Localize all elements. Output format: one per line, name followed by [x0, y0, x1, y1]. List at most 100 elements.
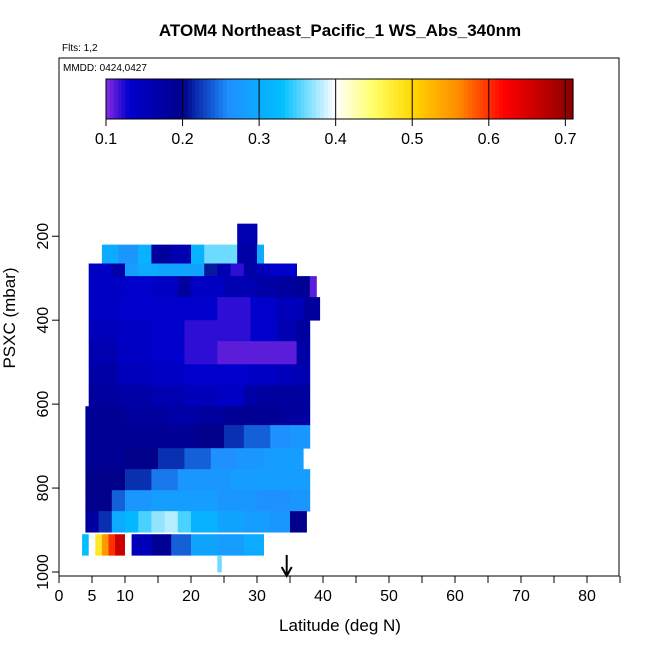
colorbar-segment	[113, 79, 119, 119]
colorbar-segment	[323, 79, 329, 119]
heatmap-cell	[250, 320, 278, 342]
colorbar-segment	[425, 79, 430, 119]
colorbar-segment	[335, 79, 341, 119]
colorbar-segment	[483, 79, 488, 119]
heatmap-cell	[243, 385, 258, 407]
colorbar-segment	[362, 79, 368, 119]
heatmap-cell	[151, 341, 185, 365]
colorbar-segment	[421, 79, 426, 119]
chart-title: ATOM4 Northeast_Pacific_1 WS_Abs_340nm	[159, 21, 521, 40]
colorbar-segment	[343, 79, 348, 119]
colorbar-segment	[514, 79, 520, 119]
heatmap-cell	[125, 425, 165, 449]
heatmap-cell	[118, 364, 152, 386]
colorbar-segment	[397, 79, 403, 119]
colorbar-segment	[366, 79, 372, 119]
y-tick-label: 200	[35, 223, 52, 250]
heatmap-cell	[276, 297, 304, 321]
colorbar-segment	[467, 79, 473, 119]
colorbar-segment	[506, 79, 512, 119]
heatmap-cell	[237, 448, 264, 470]
colorbar-segment	[351, 79, 356, 119]
heatmap-cell	[115, 534, 126, 556]
axes: 0 5 10 20 30 40 50 60 70 80 200 400 600 800 1000	[35, 223, 621, 605]
colorbar-segment	[541, 79, 547, 119]
heatmap-cell	[257, 263, 271, 277]
heatmap-cell	[184, 320, 218, 342]
heatmap-cell	[138, 263, 159, 277]
colorbar-segment	[203, 79, 208, 119]
colorbar-segment	[471, 79, 477, 119]
heatmap-cell	[217, 385, 245, 407]
heatmap-cells	[82, 223, 321, 573]
heatmap-cell	[230, 469, 258, 491]
heatmap-cell	[290, 511, 307, 533]
heatmap-cell	[237, 223, 258, 246]
latitude-arrow	[280, 555, 293, 579]
heatmap-cell	[125, 490, 152, 512]
x-tick-label: 10	[116, 588, 134, 605]
heatmap-cell	[290, 425, 311, 449]
heatmap-cell	[309, 276, 317, 298]
y-tick-label: 800	[35, 475, 52, 502]
colorbar-segment	[393, 79, 399, 119]
heatmap-cell	[125, 448, 159, 470]
colorbar-segment	[460, 79, 465, 119]
colorbar-segment	[273, 79, 278, 119]
heatmap-cell	[296, 320, 311, 342]
heatmap-cell	[125, 276, 152, 298]
colorbar-segment	[137, 79, 142, 119]
colorbar-segment	[432, 79, 438, 119]
colorbar-segment	[545, 79, 551, 119]
heatmap-cell	[131, 534, 152, 556]
colorbar-tick-label: 0.6	[478, 131, 500, 148]
colorbar-segment	[417, 79, 422, 119]
colorbar-segment	[214, 79, 220, 119]
heatmap-cell	[151, 244, 172, 264]
heatmap-cell	[88, 297, 119, 321]
heatmap-cell	[177, 469, 205, 491]
heatmap-cell	[88, 534, 96, 556]
heatmap-cell	[184, 364, 218, 386]
heatmap-cell	[204, 469, 231, 491]
colorbar-segment	[176, 79, 181, 119]
heatmap-cell	[257, 406, 284, 426]
colorbar-segment	[292, 79, 298, 119]
colorbar-segment	[285, 79, 290, 119]
colorbar-segment	[304, 79, 309, 119]
colorbar-segment	[129, 79, 134, 119]
colorbar-segment	[436, 79, 442, 119]
colorbar-segment	[464, 79, 469, 119]
heatmap-cell	[151, 276, 179, 298]
colorbar-segment	[277, 79, 282, 119]
colorbar-segment	[207, 79, 212, 119]
colorbar-segment	[374, 79, 380, 119]
plot-frame	[58, 57, 620, 577]
colorbar-segment	[312, 79, 317, 119]
colorbar-segment	[565, 79, 570, 119]
heatmap-cell	[88, 263, 113, 277]
colorbar-segment	[288, 79, 294, 119]
heatmap-cell	[125, 534, 132, 556]
flights-note: Flts: 1,2	[62, 43, 98, 54]
heatmap-cell	[283, 406, 311, 426]
heatmap-cell	[296, 364, 311, 386]
colorbar-segment	[316, 79, 321, 119]
heatmap-cell	[243, 511, 271, 533]
colorbar-segment	[370, 79, 376, 119]
heatmap-cell	[217, 297, 251, 321]
heatmap-cell	[217, 341, 251, 365]
heatmap-cell	[101, 534, 109, 556]
heatmap-cell	[243, 263, 258, 277]
heatmap-cell	[85, 425, 126, 449]
colorbar-segment	[117, 79, 123, 119]
heatmap-cell	[217, 511, 245, 533]
colorbar-segment	[191, 79, 197, 119]
heatmap-cell	[290, 448, 304, 470]
heatmap-cell	[283, 469, 311, 491]
colorbar-segment	[249, 79, 255, 119]
heatmap-cell	[250, 297, 278, 321]
heatmap-cell	[191, 511, 218, 533]
y-tick-label: 1000	[35, 554, 52, 590]
